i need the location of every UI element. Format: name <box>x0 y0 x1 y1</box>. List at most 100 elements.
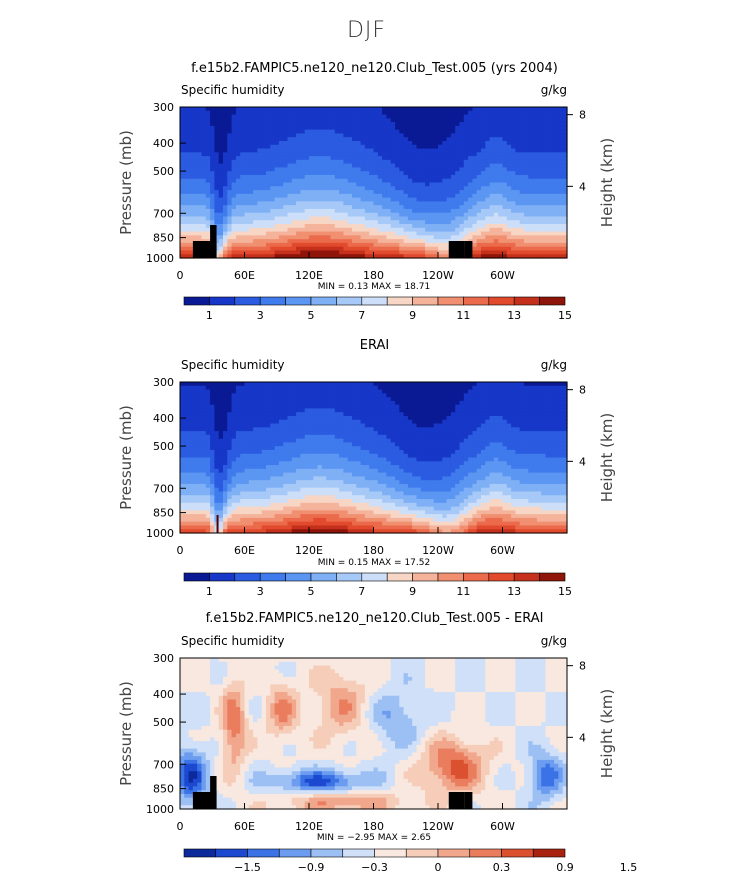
heatmap-cell <box>192 499 198 504</box>
heatmap-cell <box>261 415 267 421</box>
heatmap-cell <box>416 201 422 206</box>
heatmap-cell <box>472 235 478 240</box>
heatmap-cell <box>266 114 271 119</box>
heatmap-cell <box>180 224 185 229</box>
heatmap-cell <box>283 182 289 187</box>
heatmap-cell <box>309 506 314 511</box>
heatmap-cell <box>304 404 310 410</box>
heatmap-cell <box>326 197 332 202</box>
heatmap-cell <box>223 400 228 406</box>
heatmap-cell <box>240 122 246 127</box>
heatmap-cell <box>313 449 319 455</box>
heatmap-cell <box>304 148 310 153</box>
heatmap-cell <box>257 438 263 444</box>
heatmap-cell <box>266 239 271 244</box>
heatmap-cell <box>407 231 413 236</box>
heatmap-cell <box>257 499 263 504</box>
heatmap-cell <box>343 148 349 153</box>
heatmap-cell <box>356 133 362 138</box>
heatmap-cell <box>214 159 220 165</box>
heatmap-cell <box>248 224 254 229</box>
heatmap-cell <box>356 107 362 112</box>
heatmap-cell <box>390 220 396 225</box>
heatmap-cell <box>253 415 258 421</box>
heatmap-cell <box>442 133 448 138</box>
heatmap-cell <box>261 152 267 157</box>
heatmap-cell <box>240 148 246 153</box>
heatmap-cell <box>356 156 362 161</box>
heatmap-cell <box>197 118 203 123</box>
heatmap-cell <box>334 197 340 202</box>
heatmap-cell <box>511 125 516 131</box>
heatmap-cell <box>253 472 258 477</box>
heatmap-cell <box>235 208 241 214</box>
heatmap-cell <box>321 246 327 252</box>
heatmap-cell <box>536 197 542 202</box>
heatmap-cell <box>502 140 508 146</box>
heatmap-cell <box>192 514 198 519</box>
heatmap-cell <box>360 174 366 180</box>
heatmap-cell <box>309 438 314 444</box>
heatmap-cell <box>266 468 271 474</box>
heatmap-cell <box>197 453 203 459</box>
heatmap-cell <box>425 197 430 202</box>
heatmap-cell <box>270 122 276 127</box>
heatmap-cell <box>201 137 207 142</box>
heatmap-cell <box>192 171 198 176</box>
heatmap-cell <box>192 419 198 425</box>
heatmap-cell <box>278 114 284 119</box>
heatmap-cell <box>291 404 297 410</box>
heatmap-cell <box>442 242 448 248</box>
heatmap-cell <box>386 235 392 240</box>
heatmap-cell <box>244 224 250 229</box>
heatmap-cell <box>489 197 495 202</box>
heatmap-cell <box>227 453 233 459</box>
heatmap-cell <box>201 190 207 195</box>
heatmap-cell <box>257 427 263 432</box>
heatmap-cell <box>210 427 215 432</box>
heatmap-cell <box>235 423 241 428</box>
heatmap-cell <box>291 152 297 157</box>
heatmap-cell <box>300 171 306 176</box>
heatmap-cell <box>407 125 413 131</box>
heatmap-cell <box>412 114 418 119</box>
heatmap-cell <box>352 167 357 172</box>
heatmap-cell <box>455 107 461 112</box>
heatmap-cell <box>485 114 491 119</box>
heatmap-cell <box>489 186 495 191</box>
heatmap-cell <box>524 235 529 240</box>
heatmap-cell <box>364 118 370 123</box>
heatmap-cell <box>386 114 392 119</box>
heatmap-cell <box>420 133 426 138</box>
heatmap-cell <box>257 476 263 481</box>
heatmap-cell <box>317 224 323 229</box>
heatmap-cell <box>364 190 370 195</box>
heatmap-cell <box>300 144 306 150</box>
heatmap-cell <box>266 205 271 210</box>
heatmap-cell <box>502 201 508 206</box>
heatmap-cell <box>472 224 478 229</box>
heatmap-cell <box>248 163 254 169</box>
heatmap-cell <box>218 514 224 519</box>
heatmap-cell <box>407 122 413 127</box>
heatmap-cell <box>455 178 461 184</box>
heatmap-cell <box>506 129 512 135</box>
heatmap-cell <box>339 208 344 214</box>
heatmap-cell <box>493 227 499 233</box>
heatmap-cell <box>489 231 495 236</box>
heatmap-cell <box>205 499 211 504</box>
heatmap-cell <box>515 205 521 210</box>
heatmap-cell <box>270 514 276 519</box>
heatmap-cell <box>459 129 465 135</box>
heatmap-cell <box>463 205 469 210</box>
heatmap-cell <box>231 201 237 206</box>
heatmap-cell <box>377 163 383 169</box>
heatmap-cell <box>442 159 448 165</box>
heatmap-cell <box>240 453 246 459</box>
heatmap-cell <box>192 186 198 191</box>
heatmap-cell <box>403 216 409 221</box>
heatmap-cell <box>197 114 203 119</box>
heatmap-cell <box>369 174 375 180</box>
heatmap-cell <box>261 110 267 116</box>
heatmap-cell <box>360 239 366 244</box>
